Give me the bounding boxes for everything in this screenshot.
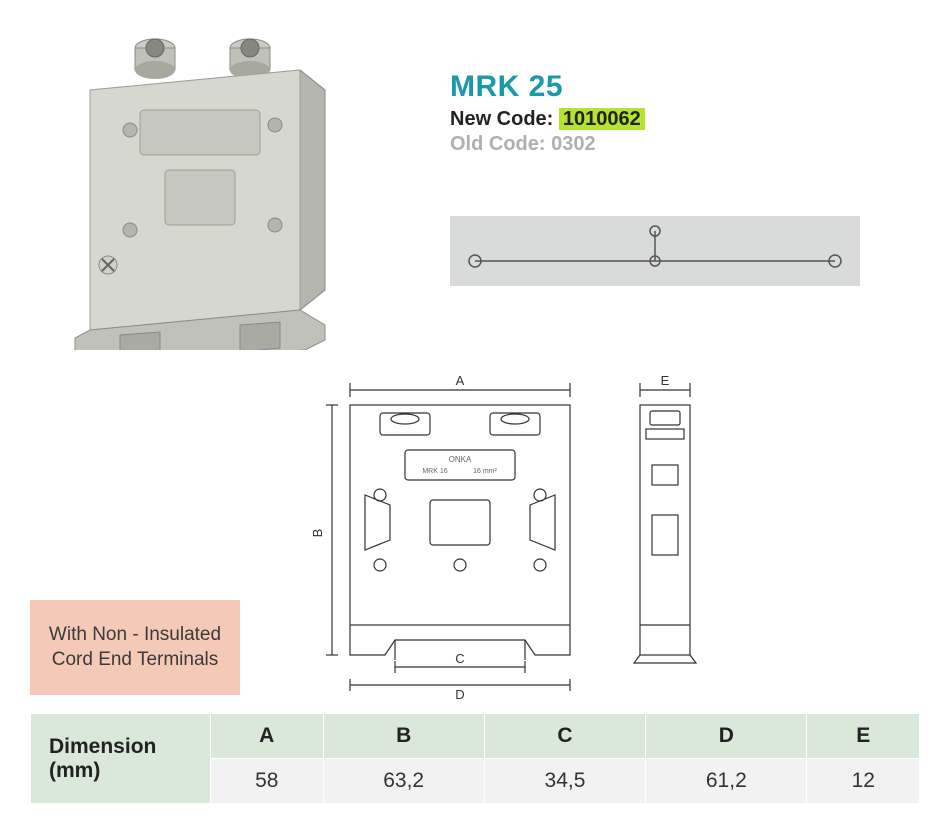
col-header: B — [323, 714, 484, 759]
svg-text:C: C — [455, 651, 464, 666]
circuit-schematic — [450, 216, 860, 286]
table-cell: 61,2 — [646, 759, 807, 804]
product-name: MRK 25 — [450, 70, 920, 104]
table-cell: 58 — [211, 759, 324, 804]
new-code-value: 1010062 — [559, 108, 645, 130]
table-cell: 34,5 — [484, 759, 645, 804]
svg-text:MRK 16: MRK 16 — [422, 468, 447, 475]
svg-text:16 mm²: 16 mm² — [473, 468, 497, 475]
product-info: MRK 25 New Code: 1010062 Old Code: 0302 — [450, 10, 920, 350]
old-code-value: 0302 — [551, 133, 596, 155]
note-box: With Non - Insulated Cord End Terminals — [30, 600, 240, 695]
product-photo — [30, 10, 370, 350]
svg-text:B: B — [310, 529, 325, 538]
col-header: D — [646, 714, 807, 759]
col-header: E — [807, 714, 920, 759]
row-header: Dimension (mm) — [31, 714, 211, 804]
table-cell: 63,2 — [323, 759, 484, 804]
col-header: A — [211, 714, 324, 759]
table-cell: 12 — [807, 759, 920, 804]
old-code-line: Old Code: 0302 — [450, 133, 920, 156]
dimension-drawing: A ONKA MRK 16 16 mm² — [290, 370, 790, 700]
svg-text:A: A — [456, 373, 465, 388]
svg-text:E: E — [661, 373, 670, 388]
svg-text:D: D — [455, 687, 464, 700]
dimension-table: Dimension (mm) A B C D E 58 63,2 34,5 61… — [30, 713, 920, 804]
svg-text:ONKA: ONKA — [449, 455, 472, 464]
new-code-line: New Code: 1010062 — [450, 108, 920, 131]
col-header: C — [484, 714, 645, 759]
